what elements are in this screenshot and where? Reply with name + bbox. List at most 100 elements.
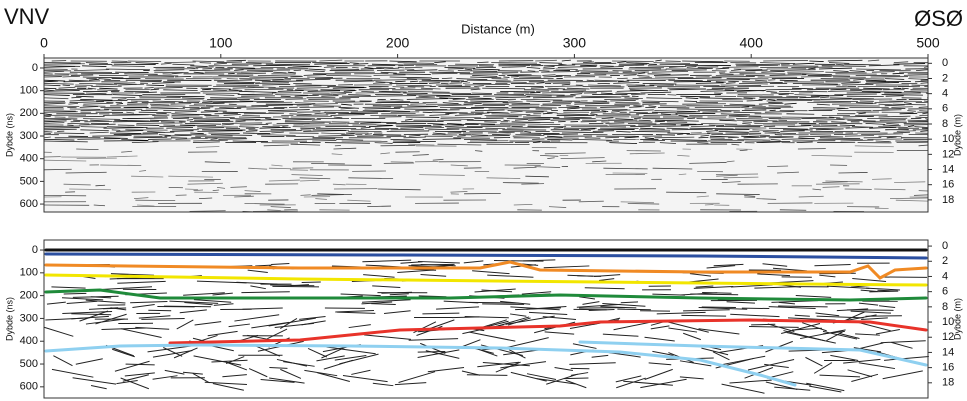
y2-tick-label: 12 [942,148,954,160]
radar-reflection [419,174,465,176]
reflector [493,260,544,262]
radar-reflection [164,61,196,63]
radar-reflection [43,159,87,162]
reflector [722,355,766,366]
radar-reflection [331,153,343,156]
radar-reflection [307,76,333,78]
reflector [460,339,481,348]
radar-reflection [556,113,589,116]
radar-reflection [82,65,107,67]
radar-reflection [80,129,109,132]
reflector [417,350,446,353]
radar-reflection [90,119,110,122]
radar-reflection [853,78,865,81]
reflector [510,306,560,311]
reflector [794,314,810,317]
reflector [194,321,222,326]
radar-reflection [731,143,740,146]
radar-reflection [43,140,88,143]
radar-reflection [410,80,419,83]
reflector [204,381,247,385]
radar-reflection [234,195,254,198]
radar-reflection [718,131,749,133]
reflector [577,275,602,277]
reflector [269,377,305,384]
radar-reflection [586,79,595,82]
radar-reflection [255,119,281,121]
radar-reflection [314,62,350,65]
radar-reflection [68,79,89,82]
radar-reflection [218,138,248,140]
radar-reflection [501,73,532,76]
radar-reflection [839,124,855,126]
radar-reflection [268,109,310,111]
reflector [730,284,773,288]
reflector [241,291,290,294]
radar-reflection [510,110,523,113]
radar-reflection [185,123,222,125]
radar-reflection [920,82,929,84]
radar-reflection [216,61,243,63]
radar-reflection [227,67,256,69]
radar-reflection [575,80,617,83]
radar-reflection [918,144,929,147]
radar-reflection [474,109,505,111]
radar-reflection [267,209,281,211]
radar-reflection [809,60,824,62]
radar-reflection [861,91,902,93]
y2-tick-label: 18 [942,377,954,389]
y2-tick-label: 18 [942,194,954,206]
radar-reflection [532,141,541,143]
radar-reflection [242,115,260,117]
radar-reflection [85,62,108,64]
radar-reflection [170,130,194,132]
radar-reflection [634,117,641,119]
radar-reflection [543,75,563,78]
radar-reflection [777,132,797,135]
radar-reflection [543,133,578,135]
radar-reflection [343,80,375,83]
radar-reflection [80,99,113,101]
reflector [802,322,827,332]
radar-reflection [845,126,869,129]
reflector [891,341,913,349]
radar-reflection [637,75,650,77]
radar-reflection [431,111,468,114]
radar-reflection [262,83,291,86]
reflector [260,379,295,383]
radar-reflection [172,117,190,119]
radar-reflection [686,133,711,135]
radar-reflection [111,65,145,67]
radar-reflection [295,102,316,104]
radar-reflection [389,60,417,63]
radar-reflection [731,69,742,71]
radar-reflection [825,71,867,74]
radar-reflection [145,108,185,110]
reflector [135,326,170,330]
radar-reflection [277,90,304,92]
reflector [212,292,233,296]
radar-reflection [171,113,212,116]
radar-reflection [332,93,347,95]
radar-reflection [467,79,511,82]
radar-reflection [542,91,584,94]
y2-tick-label: 10 [942,133,954,145]
reflector [816,315,864,319]
radar-reflection [874,188,906,191]
right-end-label: ØSØ [914,6,963,31]
radar-reflection [296,78,331,81]
radar-reflection [798,195,824,198]
radar-reflection [543,66,555,68]
reflector [713,263,744,267]
reflector [787,317,836,321]
x-tick-label: 300 [563,35,587,51]
radar-reflection [92,135,132,137]
radar-reflection [889,197,929,199]
radar-reflection [202,88,212,91]
radar-reflection [617,80,630,83]
reflector [193,299,232,303]
radar-reflection [429,114,450,116]
reflector [853,347,882,353]
radar-reflection [813,100,859,103]
radar-reflection [364,133,372,135]
